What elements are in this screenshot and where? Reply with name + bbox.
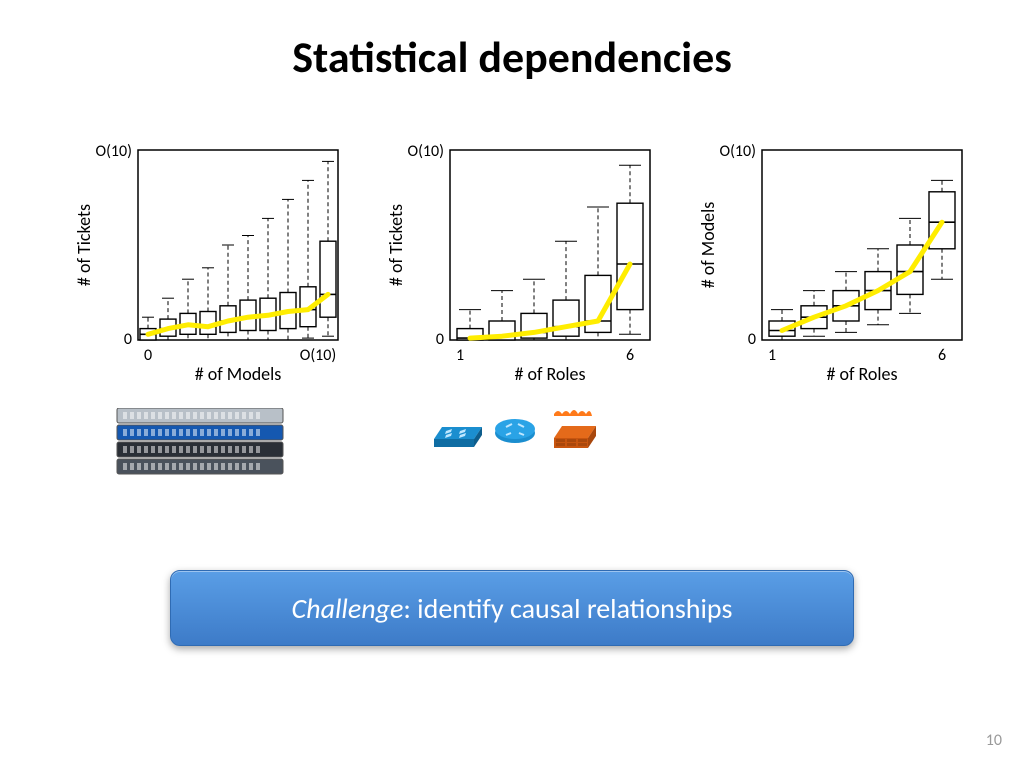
chart-models-vs-roles-wrap: O(10) 01 6 # of Models # of Roles: [674, 140, 974, 476]
svg-text:6: 6: [626, 346, 634, 365]
rack-icons: [115, 408, 285, 476]
svg-text:# of Roles: # of Roles: [826, 363, 897, 385]
svg-text:0: 0: [124, 330, 132, 349]
svg-text:0: 0: [748, 330, 756, 349]
firewall-icon: [548, 408, 598, 454]
switch-icon: [426, 411, 482, 451]
svg-text:6: 6: [938, 346, 946, 365]
svg-text:1: 1: [456, 346, 464, 365]
chart-tickets-vs-roles-wrap: O(10) 01 6 # of Tickets # of Roles: [362, 140, 662, 476]
svg-text:1: 1: [768, 346, 776, 365]
svg-text:O(10): O(10): [95, 142, 132, 161]
svg-text:0: 0: [436, 330, 444, 349]
svg-text:O(10): O(10): [300, 346, 337, 365]
rack-icon: [115, 408, 285, 476]
page-number: 10: [986, 731, 1002, 750]
device-icons: [426, 408, 598, 454]
svg-text:# of Models: # of Models: [195, 363, 282, 385]
svg-text:# of Tickets: # of Tickets: [385, 204, 407, 286]
svg-text:O(10): O(10): [407, 142, 444, 161]
slide-title: Statistical dependencies: [0, 30, 1024, 84]
chart-tickets-vs-models-wrap: O(10) 00 O(10) # of Tickets # of Models: [50, 140, 350, 476]
callout-text: Challenge: identify causal relationships: [292, 591, 733, 626]
svg-text:# of Models: # of Models: [697, 202, 719, 289]
svg-text:0: 0: [144, 346, 152, 365]
svg-text:# of Tickets: # of Tickets: [73, 204, 95, 286]
chart-tickets-vs-models: O(10) 00 O(10) # of Tickets # of Models: [50, 140, 350, 400]
chart-models-vs-roles: O(10) 01 6 # of Models # of Roles: [674, 140, 974, 400]
charts-row: O(10)00O(10)# of Tickets# of ModelsO(10)…: [50, 140, 974, 476]
svg-text:O(10): O(10): [719, 142, 756, 161]
svg-text:# of Roles: # of Roles: [514, 363, 585, 385]
challenge-callout: Challenge: identify causal relationships: [170, 570, 854, 646]
router-icon: [492, 411, 538, 451]
chart-tickets-vs-roles: O(10) 01 6 # of Tickets # of Roles: [362, 140, 662, 400]
